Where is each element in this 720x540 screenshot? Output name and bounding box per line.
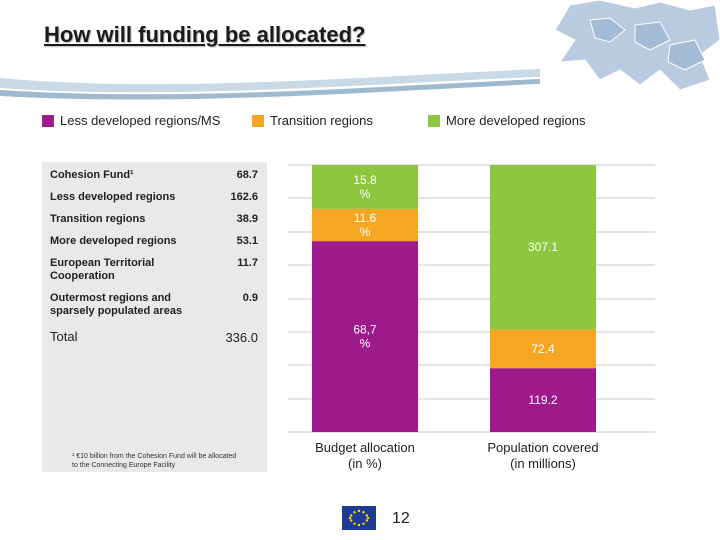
data-label: 15.8% <box>353 173 377 201</box>
row-value: 11.7 <box>237 257 258 269</box>
allocation-table <box>42 162 267 472</box>
bar-segment <box>490 165 596 330</box>
legend-item-transition: Transition regions <box>252 113 373 128</box>
row-value: 162.6 <box>230 191 258 203</box>
legend-swatch-more-developed <box>428 115 440 127</box>
total-label: Total <box>50 329 78 344</box>
data-label: 11.6% <box>354 211 377 239</box>
legend-label: Less developed regions/MS <box>60 113 221 128</box>
bar-segment <box>312 208 418 242</box>
category-label: Budget allocation (in %) <box>282 440 448 472</box>
row-label: Outermost regions and sparsely populated… <box>50 292 183 317</box>
row-value: 38.9 <box>236 213 258 225</box>
page-number: 12 <box>392 510 410 527</box>
data-label: 307.1 <box>528 240 558 254</box>
category-label-line: (in %) <box>348 456 382 471</box>
row-label: Cohesion Fund¹ <box>50 169 134 181</box>
eu-flag-icon <box>342 506 376 530</box>
legend-label: More developed regions <box>446 113 586 128</box>
total-value: 336.0 <box>225 330 258 345</box>
legend-swatch-less-developed <box>42 115 54 127</box>
bar-segment <box>490 368 596 432</box>
category-label-line: (in millions) <box>510 456 576 471</box>
row-label: Transition regions <box>50 213 146 225</box>
data-label: 72.4 <box>531 342 555 356</box>
category-label-line: Population covered <box>487 440 599 455</box>
category-label-line: Budget allocation <box>315 440 415 455</box>
legend-item-less-developed: Less developed regions/MS <box>42 113 220 128</box>
europe-map-icon <box>540 0 720 95</box>
legend-label: Transition regions <box>270 113 373 128</box>
row-value: 0.9 <box>242 292 258 304</box>
row-label: Less developed regions <box>50 191 176 203</box>
bar-segment <box>312 241 418 432</box>
legend-swatch-transition <box>252 115 264 127</box>
category-label: Population covered (in millions) <box>460 440 626 472</box>
bar-segment <box>490 329 596 369</box>
data-label: 119.2 <box>528 393 557 407</box>
row-value: 68.7 <box>236 169 258 181</box>
page-title: How will funding be allocated? <box>44 22 366 47</box>
bar-segment <box>312 165 418 209</box>
legend-item-more-developed: More developed regions <box>428 113 585 128</box>
row-value: 53.1 <box>236 235 258 247</box>
data-label: 68,7% <box>353 323 377 351</box>
row-label: European Territorial Cooperation <box>50 257 155 282</box>
eu-stars-icon <box>348 509 370 527</box>
footnote: ¹ €10 billion from the Cohesion Fund wil… <box>72 453 237 469</box>
row-label: More developed regions <box>50 235 177 247</box>
